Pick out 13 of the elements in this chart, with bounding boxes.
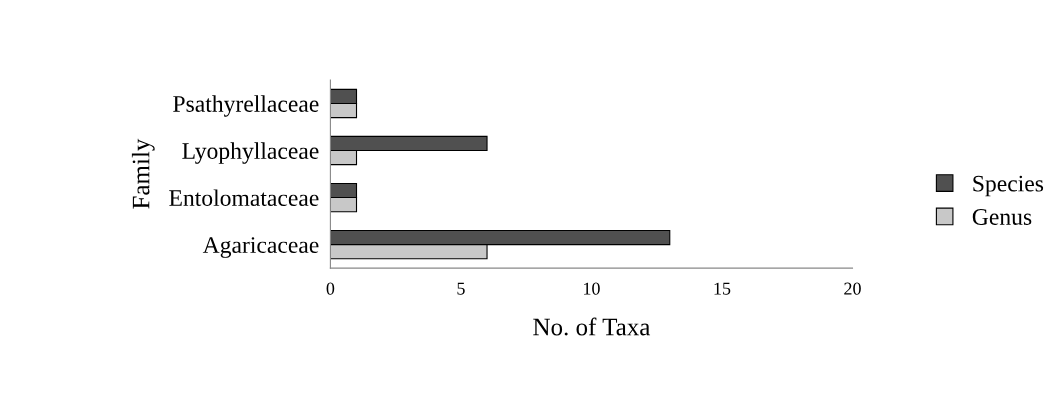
y-tick-label: Lyophyllaceae: [182, 142, 319, 164]
x-tick-label: 15: [714, 282, 731, 295]
y-axis-title: Family: [131, 138, 155, 209]
y-tick-label: Entolomataceae: [169, 189, 319, 206]
x-tick-label: 0: [326, 282, 335, 295]
legend-label: Genus: [972, 209, 1032, 225]
x-tick-label: 5: [457, 282, 465, 295]
y-tick-label: Psathyrellaceae: [173, 95, 319, 117]
y-tick-label: Agaricaceae: [202, 237, 319, 258]
x-axis-title: No. of Taxa: [533, 317, 651, 336]
legend-label: Species: [973, 175, 1044, 197]
x-tick-label: 10: [584, 282, 600, 295]
x-tick-label: 20: [844, 282, 861, 295]
